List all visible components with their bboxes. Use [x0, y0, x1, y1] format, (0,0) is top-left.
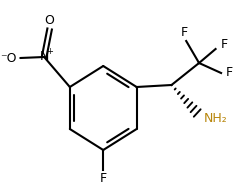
Text: F: F — [100, 173, 107, 185]
Text: NH₂: NH₂ — [204, 112, 227, 125]
Text: N: N — [39, 50, 49, 64]
Text: +: + — [46, 46, 53, 56]
Text: F: F — [220, 39, 227, 51]
Text: F: F — [181, 26, 188, 40]
Text: O: O — [45, 13, 55, 26]
Text: ⁻O: ⁻O — [0, 51, 17, 64]
Text: F: F — [226, 67, 233, 80]
